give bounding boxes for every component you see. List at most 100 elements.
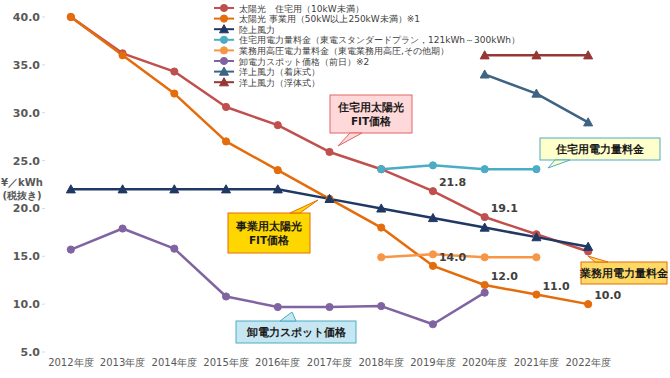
legend-marker <box>220 47 227 54</box>
point <box>378 302 385 309</box>
point <box>428 214 437 222</box>
y-tick-label: 25.0 <box>13 155 40 168</box>
callout-tail <box>280 312 296 321</box>
callout-tail <box>290 200 318 213</box>
y-tick-label: 10.0 <box>13 298 40 311</box>
y-tick-label: 15.0 <box>13 250 40 263</box>
callout: 住宅用太陽光 FIT価格 <box>330 95 412 146</box>
y-tick-label: 5.0 <box>21 346 41 359</box>
legend-label: 洋上風力（着床式） <box>239 67 320 77</box>
x-tick-label: 2015年度 <box>203 357 248 368</box>
annotation-line: FIT価格 <box>249 234 290 246</box>
annotation-line: 住宅用電力量料金 <box>555 143 645 156</box>
series-line <box>485 74 588 122</box>
point <box>66 185 75 193</box>
x-tick-label: 2021年度 <box>514 357 559 368</box>
point <box>481 254 488 261</box>
y-tick <box>42 160 45 161</box>
callout-tail <box>338 133 362 146</box>
point <box>532 89 541 97</box>
point <box>533 254 540 261</box>
point <box>222 138 229 145</box>
data-label: 14.0 <box>439 251 466 264</box>
point <box>170 185 179 193</box>
annotation-line: 住宅用太陽光 <box>337 101 404 113</box>
point <box>378 224 385 231</box>
legend-label: 太陽光 住宅用（10kW未満） <box>239 4 364 14</box>
point <box>222 103 229 110</box>
point <box>378 166 385 173</box>
y-tick <box>42 112 45 113</box>
data-label: 21.8 <box>439 176 466 189</box>
point <box>480 51 489 59</box>
point <box>480 223 489 231</box>
legend-label: 陸上風力 <box>239 25 275 35</box>
point <box>481 166 488 173</box>
legend: 太陽光 住宅用（10kW未満）太陽光 事業用（50kW以上250kW未満）※1陸… <box>214 4 520 88</box>
data-label: 10.0 <box>594 289 621 302</box>
point <box>533 166 540 173</box>
legend-label: 卸電力スポット価格（前日）※2 <box>239 57 369 67</box>
point <box>532 51 541 59</box>
data-label: 12.0 <box>491 270 518 283</box>
point <box>274 303 281 310</box>
point <box>274 167 281 174</box>
legend-label: 洋上風力（浮体式） <box>239 78 320 88</box>
x-tick-label: 2016年度 <box>255 357 300 368</box>
point <box>378 166 385 173</box>
y-tick-label: 20.0 <box>13 202 40 215</box>
point <box>481 213 488 220</box>
point <box>584 118 593 126</box>
legend-marker <box>220 36 227 43</box>
point <box>273 185 282 193</box>
callout: 業務用電力量料金 <box>579 256 669 284</box>
legend-marker <box>220 57 227 64</box>
point <box>481 281 488 288</box>
data-label: 11.0 <box>542 280 569 293</box>
y-axis-title-line: ¥／kWh <box>1 177 43 189</box>
y-tick <box>42 256 45 257</box>
point <box>118 185 127 193</box>
point <box>429 262 436 269</box>
x-tick-label: 2013年度 <box>100 357 145 368</box>
x-tick-label: 2012年度 <box>48 357 93 368</box>
point <box>119 225 126 232</box>
point <box>584 51 593 59</box>
legend-marker <box>220 15 227 22</box>
callout: 卸電力スポット価格 <box>236 312 356 343</box>
point <box>119 52 126 59</box>
x-tick-label: 2014年度 <box>152 357 197 368</box>
legend-marker <box>220 25 229 33</box>
legend-marker <box>220 78 229 86</box>
y-tick-label: 35.0 <box>13 59 40 72</box>
callout-box <box>228 213 310 253</box>
legend-label: 住宅用電力量料金（東電スタンダードプラン，121kWh～300kWh） <box>239 35 520 45</box>
series-line <box>381 165 536 169</box>
y-tick <box>42 17 45 18</box>
legend-label: 業務用高圧電力量料金（東電業務用高圧,その他期） <box>239 46 449 56</box>
point <box>585 301 592 308</box>
point <box>532 233 541 241</box>
x-tick-label: 2022年度 <box>565 357 610 368</box>
y-tick <box>42 304 45 305</box>
annotation-line: FIT価格 <box>351 115 392 127</box>
series-line <box>71 17 588 252</box>
y-tick-label: 40.0 <box>13 11 40 24</box>
annotation-line: 業務用電力量料金 <box>579 267 669 279</box>
point <box>67 13 74 20</box>
x-tick-label: 2020年度 <box>462 357 507 368</box>
plot-area <box>66 13 592 327</box>
legend-label: 太陽光 事業用（50kW以上250kW未満）※1 <box>239 14 420 24</box>
point <box>325 194 334 202</box>
point <box>533 291 540 298</box>
point <box>171 68 178 75</box>
data-label: 19.1 <box>491 202 518 215</box>
series-line <box>71 17 588 304</box>
y-tick <box>42 352 45 353</box>
x-tick-label: 2018年度 <box>359 357 404 368</box>
annotation: 住宅用太陽光 FIT価格 <box>337 101 404 127</box>
point <box>377 204 386 212</box>
callout-box <box>236 321 356 343</box>
annotation-line: 事業用太陽光 <box>235 220 302 232</box>
x-tick-label: 2019年度 <box>410 357 455 368</box>
